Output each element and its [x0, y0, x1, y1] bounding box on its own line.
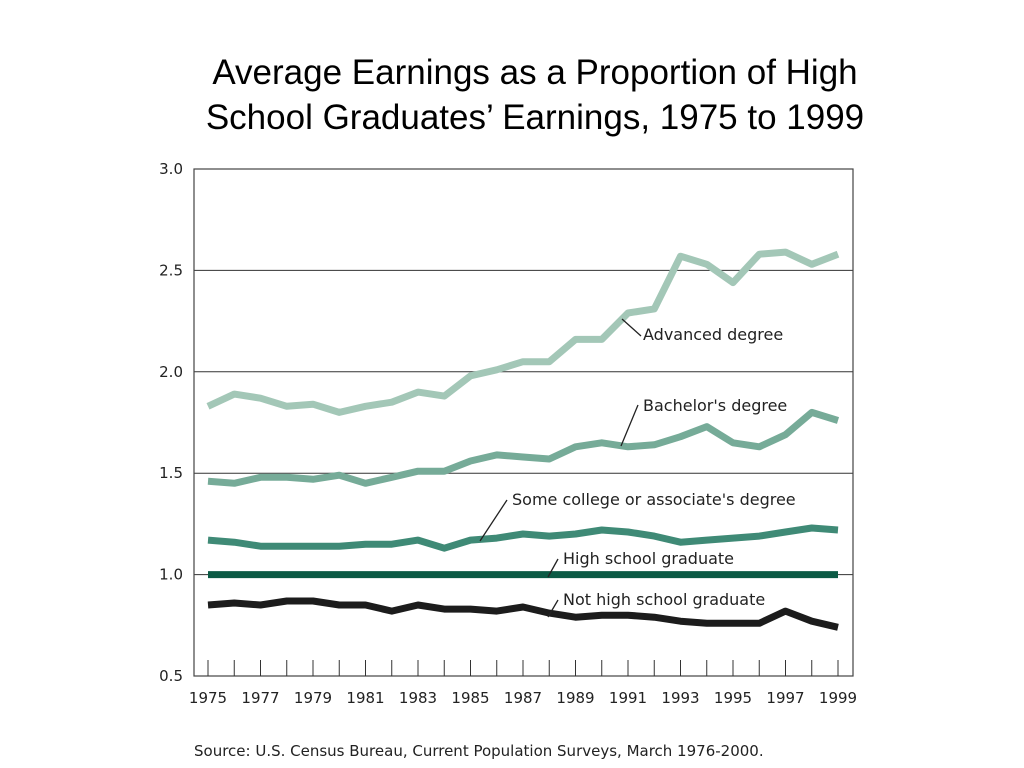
- series-label-1: Bachelor's degree: [643, 396, 787, 415]
- x-tick-label: 1991: [609, 689, 647, 707]
- x-tick-label: 1995: [714, 689, 752, 707]
- chart-title-line-1: Average Earnings as a Proportion of High: [212, 53, 858, 92]
- x-tick-label: 1983: [399, 689, 437, 707]
- y-tick-label: 0.5: [159, 667, 183, 685]
- y-tick-label: 2.5: [159, 261, 183, 279]
- y-axis-ticks: 0.5 1.0 1.5 2.0 2.5 3.0: [159, 160, 183, 685]
- y-tick-label: 2.0: [159, 363, 183, 381]
- x-tick-label: 1981: [346, 689, 384, 707]
- x-tick-label: 1987: [504, 689, 542, 707]
- x-tick-label: 1997: [766, 689, 804, 707]
- series-labels: Advanced degree Bachelor's degree Some col…: [479, 318, 796, 618]
- series-lines: [206, 248, 840, 631]
- series-label-leader: [620, 404, 639, 447]
- series-label-3: High school graduate: [563, 549, 734, 568]
- x-axis-ticks: 1975 1977 1979 1981 1983 1985 1987 1989 1991 1993…: [189, 660, 857, 707]
- x-tick-label: 1975: [189, 689, 227, 707]
- chart-title-line-2: School Graduates’ Earnings, 1975 to 1999: [205, 98, 865, 137]
- series-line-0: [206, 248, 840, 416]
- x-tick-label: 1993: [661, 689, 699, 707]
- series-label-leader: [479, 499, 508, 542]
- x-tick-label: 1977: [241, 689, 279, 707]
- y-tick-label: 1.0: [159, 566, 183, 584]
- series-label-leader: [547, 599, 559, 618]
- source-note: Source: U.S. Census Bureau, Current Popu…: [194, 742, 764, 760]
- series-label-leader: [547, 558, 559, 578]
- series-label-0: Advanced degree: [643, 325, 783, 344]
- x-tick-label: 1979: [294, 689, 332, 707]
- x-tick-label: 1989: [556, 689, 594, 707]
- series-line-4: [207, 597, 839, 631]
- y-tick-label: 1.5: [159, 464, 183, 482]
- grid-lines: [194, 269, 853, 576]
- x-tick-label: 1985: [451, 689, 489, 707]
- series-line-1: [207, 408, 840, 487]
- series-label-leader: [621, 318, 642, 337]
- chart-title: Average Earnings as a Proportion of High…: [100, 50, 970, 140]
- x-tick-label: 1999: [819, 689, 857, 707]
- y-tick-label: 3.0: [159, 160, 183, 178]
- series-label-4: Not high school graduate: [563, 590, 765, 609]
- series-line-2: [207, 524, 839, 552]
- series-label-2: Some college or associate's degree: [512, 490, 796, 509]
